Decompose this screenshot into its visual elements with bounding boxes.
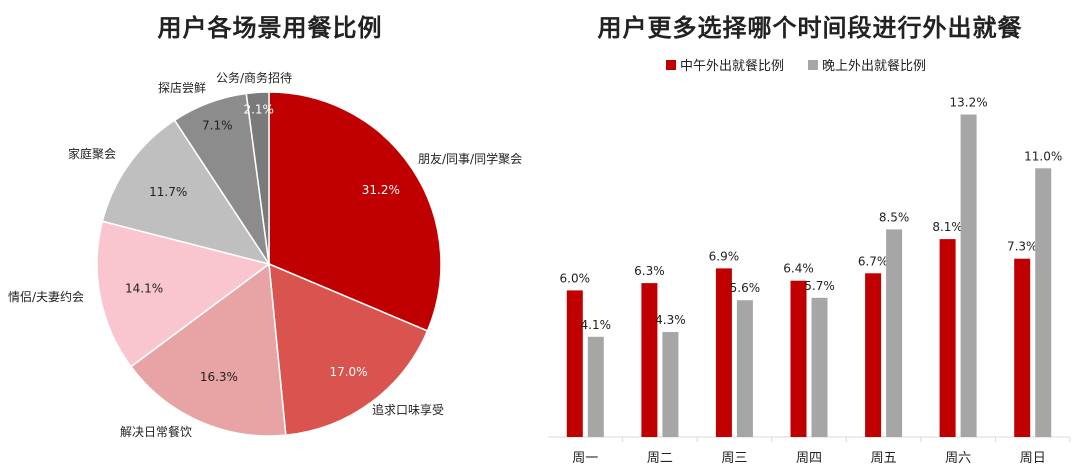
x-tick-label-fri: 周五	[871, 451, 897, 466]
bar-chart-title: 用户更多选择哪个时间段进行外出就餐	[597, 14, 1023, 42]
pie-slice-couple-dating	[96, 220, 271, 368]
bar-value-label-evening-tue: 4.3%	[655, 313, 686, 327]
legend-label-noon: 中午外出就餐比例	[680, 58, 784, 74]
bar-noon-sun	[1014, 258, 1031, 437]
pie-value-label-daily-meals: 16.3%	[200, 370, 238, 384]
pie-slice-business-hosting	[245, 91, 270, 265]
bar-value-label-noon-fri: 6.7%	[858, 254, 889, 268]
legend-label-evening: 晚上外出就餐比例	[822, 58, 926, 74]
bar-evening-tue	[662, 332, 679, 437]
bar-noon-mon	[566, 290, 583, 437]
x-tick-label-wed: 周三	[721, 451, 747, 466]
bar-value-label-evening-fri: 8.5%	[879, 210, 910, 224]
x-tick-label-sun: 周日	[1020, 451, 1046, 466]
bar-value-label-noon-thu: 6.4%	[783, 262, 814, 276]
x-tick-label-mon: 周一	[572, 451, 598, 466]
pie-category-label-couple-dating: 情侣/夫妻约会	[8, 289, 84, 304]
pie-value-label-taste-enjoyment: 17.0%	[329, 365, 367, 379]
pie-category-label-business-hosting: 公务/商务招待	[216, 70, 292, 85]
legend-swatch-evening	[808, 60, 818, 70]
bar-chart-panel: 用户更多选择哪个时间段进行外出就餐 中午外出就餐比例 晚上外出就餐比例 6.0% 4.…	[540, 0, 1080, 472]
bar-value-label-evening-sat: 13.2%	[950, 96, 988, 110]
pie-category-label-family-gathering: 家庭聚会	[68, 146, 116, 161]
bar-evening-fri	[886, 229, 903, 437]
pie-category-label-daily-meals: 解决日常餐饮	[120, 424, 192, 439]
x-tick-label-tue: 周二	[647, 451, 673, 466]
bar-value-label-evening-wed: 5.6%	[730, 281, 761, 295]
bar-value-label-noon-mon: 6.0%	[560, 271, 591, 285]
legend-swatch-noon	[666, 60, 676, 70]
x-tick-label-sat: 周六	[945, 451, 971, 466]
bar-value-label-noon-sun: 7.3%	[1007, 240, 1037, 254]
bar-value-label-evening-mon: 4.1%	[581, 318, 612, 332]
pie-chart-panel: 用户各场景用餐比例 31.2% 朋友/同事/同学聚会 17.0% 追求口味享受 16.3…	[8, 14, 522, 439]
pie-slice-friends-gathering	[268, 91, 442, 332]
pie-value-label-family-gathering: 11.7%	[149, 185, 187, 199]
bar-value-label-evening-sun: 11.0%	[1024, 149, 1062, 163]
pie-slice-family-gathering	[101, 119, 271, 266]
pie-value-label-business-hosting: 2.1%	[243, 103, 274, 117]
bar-noon-tue	[641, 283, 658, 437]
bar-value-label-evening-thu: 5.7%	[804, 279, 835, 293]
bar-evening-sat	[960, 114, 977, 437]
bar-noon-wed	[715, 268, 732, 437]
pie-category-label-friends-gathering: 朋友/同事/同学聚会	[418, 151, 522, 166]
pie-value-label-friends-gathering: 31.2%	[362, 183, 400, 197]
pie-value-label-couple-dating: 14.1%	[125, 282, 163, 296]
pie-slice-daily-meals	[129, 262, 287, 437]
bar-value-label-noon-sat: 8.1%	[932, 220, 963, 234]
pie-category-label-taste-enjoyment: 追求口味享受	[372, 402, 444, 417]
bar-value-label-noon-tue: 6.3%	[634, 264, 665, 278]
pie-slice-taste-enjoyment	[268, 262, 429, 437]
x-tick-label-thu: 周四	[796, 451, 822, 466]
pie-value-label-exploring-new: 7.1%	[202, 118, 233, 132]
bar-evening-wed	[736, 300, 753, 437]
bar-value-label-noon-wed: 6.9%	[709, 249, 740, 263]
bar-noon-thu	[790, 280, 807, 437]
bar-evening-thu	[811, 297, 828, 437]
bar-noon-sat	[939, 239, 956, 437]
bar-evening-mon	[587, 336, 604, 437]
pie-chart-title: 用户各场景用餐比例	[157, 14, 383, 42]
pie-chart: 31.2% 朋友/同事/同学聚会 17.0% 追求口味享受 16.3% 解决日常餐饮 14.…	[8, 70, 522, 439]
bar-noon-fri	[865, 273, 882, 437]
bar-evening-sun	[1035, 168, 1052, 438]
bar-chart: 中午外出就餐比例 晚上外出就餐比例 6.0% 4.1% 周一 6.3% 4.3% 周二 6.9%…	[548, 58, 1071, 466]
pie-category-label-exploring-new: 探店尝鲜	[158, 80, 206, 95]
